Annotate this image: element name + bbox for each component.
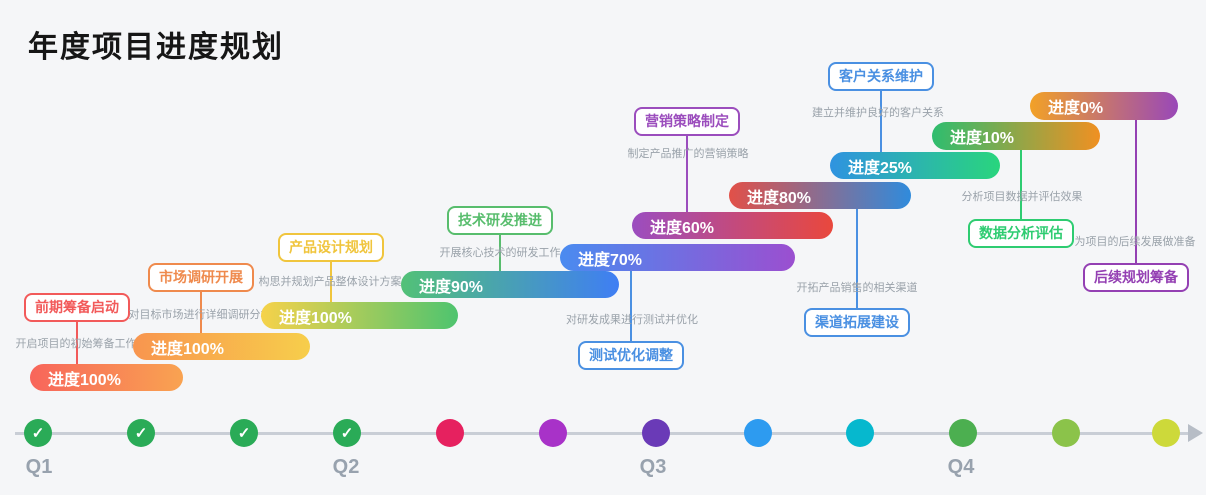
- milestone-connector: [200, 292, 202, 333]
- quarter-label-q1: Q1: [25, 456, 53, 478]
- timeline-dot-check-icon: ✓: [127, 419, 155, 447]
- milestone-connector: [1020, 150, 1022, 219]
- check-icon: ✓: [340, 425, 354, 442]
- milestone-description: 制定产品推广的营销策略: [627, 148, 749, 160]
- milestone-label: 客户关系维护: [828, 62, 934, 91]
- milestone-progress-bar: 进度100%: [261, 302, 458, 329]
- milestone-label: 前期筹备启动: [24, 293, 130, 322]
- milestone-progress-bar: 进度100%: [133, 333, 310, 360]
- milestone-progress-bar: 进度80%: [729, 182, 911, 209]
- milestone-description: 分析项目数据并评估效果: [961, 191, 1083, 203]
- milestone-progress-bar: 进度90%: [401, 271, 619, 298]
- timeline-arrow-icon: [1188, 424, 1203, 442]
- milestone-label: 营销策略制定: [634, 107, 740, 136]
- milestone-description: 为项目的后续发展做准备: [1074, 236, 1196, 248]
- milestone-progress-bar: 进度25%: [830, 152, 1000, 179]
- timeline-dot: [744, 419, 772, 447]
- milestone-description: 开拓产品销售的相关渠道: [796, 282, 918, 294]
- timeline-line: [15, 432, 1188, 435]
- milestone-progress-bar: 进度70%: [560, 244, 795, 271]
- milestone-connector: [880, 90, 882, 152]
- milestone-description: 对研发成果进行测试并优化: [566, 314, 698, 326]
- milestone-progress-bar: 进度0%: [1030, 92, 1178, 120]
- timeline-dot-check-icon: ✓: [24, 419, 52, 447]
- check-icon: ✓: [134, 425, 148, 442]
- timeline-dot-check-icon: ✓: [333, 419, 361, 447]
- timeline-dot: [846, 419, 874, 447]
- check-icon: ✓: [237, 425, 251, 442]
- page-title: 年度项目进度规划: [28, 31, 284, 64]
- milestone-label: 数据分析评估: [968, 219, 1074, 248]
- milestone-label: 渠道拓展建设: [804, 308, 910, 337]
- timeline-dot-check-icon: ✓: [230, 419, 258, 447]
- quarter-label-q2: Q2: [332, 456, 360, 478]
- milestone-connector: [330, 262, 332, 302]
- milestone-connector: [76, 322, 78, 364]
- milestone-label: 产品设计规划: [278, 233, 384, 262]
- milestone-description: 开启项目的初始筹备工作: [15, 338, 137, 350]
- milestone-progress-bar: 进度60%: [632, 212, 833, 239]
- timeline-dot: [1052, 419, 1080, 447]
- milestone-connector: [1135, 120, 1137, 263]
- milestone-connector: [686, 132, 688, 212]
- milestone-label: 技术研发推进: [447, 206, 553, 235]
- milestone-progress-bar: 进度100%: [30, 364, 183, 391]
- milestone-progress-bar: 进度10%: [932, 122, 1100, 150]
- timeline-dot: [436, 419, 464, 447]
- milestone-connector: [856, 209, 858, 308]
- milestone-label: 市场调研开展: [148, 263, 254, 292]
- milestone-description: 对目标市场进行详细调研分析: [128, 309, 272, 321]
- milestone-description: 开展核心技术的研发工作: [439, 247, 561, 259]
- milestone-description: 建立并维护良好的客户关系: [812, 107, 944, 119]
- check-icon: ✓: [31, 425, 45, 442]
- milestone-connector: [499, 233, 501, 271]
- milestone-label: 测试优化调整: [578, 341, 684, 370]
- milestone-connector: [630, 271, 632, 341]
- milestone-description: 构思并规划产品整体设计方案: [258, 276, 402, 288]
- timeline-dot: [642, 419, 670, 447]
- milestone-label: 后续规划筹备: [1083, 263, 1189, 292]
- quarter-label-q3: Q3: [639, 456, 667, 478]
- timeline-dot: [949, 419, 977, 447]
- timeline-dot: [539, 419, 567, 447]
- timeline-dot: [1152, 419, 1180, 447]
- quarter-label-q4: Q4: [947, 456, 975, 478]
